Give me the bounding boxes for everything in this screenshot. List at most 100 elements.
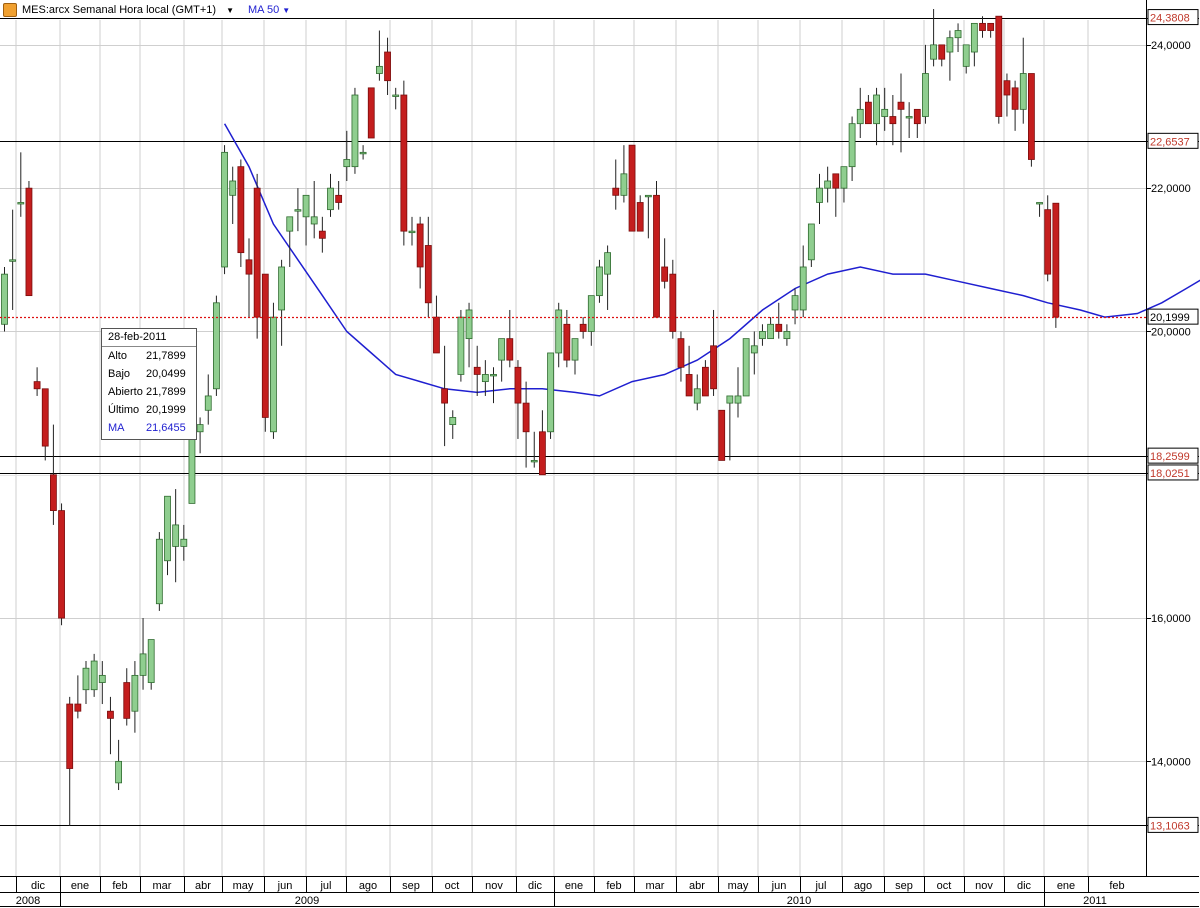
candle-body: [58, 510, 65, 619]
candle: [1011, 80, 1019, 131]
candle-body: [514, 366, 522, 404]
candle-body: [473, 366, 481, 375]
candle: [335, 180, 343, 210]
candle-body: [962, 44, 970, 67]
candle-body: [237, 166, 245, 254]
candle-body: [457, 316, 465, 375]
x-month-label: sep: [402, 880, 420, 892]
level-label: 24,3808: [1150, 13, 1190, 25]
candle-body: [253, 187, 261, 318]
candle: [840, 166, 848, 203]
candle: [221, 145, 228, 275]
candle: [147, 639, 155, 690]
candle: [180, 524, 188, 561]
level-label: 18,2599: [1150, 451, 1190, 463]
candle-body: [343, 159, 351, 168]
candle-body: [930, 44, 937, 60]
candle: [612, 159, 620, 210]
candle: [66, 696, 74, 826]
candle-body: [164, 495, 171, 562]
candle-body: [604, 252, 611, 275]
x-month-label: jun: [771, 880, 787, 892]
candle-body: [278, 266, 286, 311]
candle-body: [261, 273, 269, 418]
candle-body: [987, 22, 995, 31]
candle: [131, 661, 139, 733]
candle-body: [107, 710, 114, 719]
candle: [791, 288, 799, 325]
candle-body: [995, 15, 1003, 117]
candle-body: [946, 37, 954, 53]
candle: [653, 180, 660, 318]
candle-body: [481, 374, 489, 383]
candle-body: [938, 44, 946, 60]
candle-body: [1044, 209, 1052, 275]
candle-body: [596, 266, 603, 297]
candle: [604, 245, 611, 310]
candle: [58, 503, 65, 626]
candle-body: [98, 674, 106, 683]
candle-body: [433, 316, 440, 354]
candle-body: [441, 388, 449, 404]
candle: [783, 324, 791, 346]
candle-body: [212, 302, 220, 390]
candle: [530, 431, 538, 468]
candle: [465, 302, 473, 368]
candle-body: [270, 316, 277, 433]
candle-body: [310, 216, 318, 225]
x-month-label: nov: [975, 880, 993, 892]
candle: [514, 360, 522, 439]
candle: [807, 223, 815, 267]
level-label-box: [1147, 447, 1199, 464]
x-month-label: jul: [814, 880, 826, 892]
candle: [865, 95, 872, 125]
candle: [759, 324, 766, 346]
candle-body: [147, 639, 155, 683]
x-month-label: oct: [937, 880, 952, 892]
candle-body: [465, 309, 473, 340]
candle: [481, 360, 489, 396]
candle-body: [873, 94, 880, 125]
candle-body: [661, 266, 669, 282]
candle-body: [636, 202, 644, 232]
candle: [441, 345, 449, 447]
candle: [750, 331, 758, 375]
ma-indicator-label[interactable]: MA 50: [248, 4, 280, 16]
candle-body: [490, 374, 497, 377]
ma-dropdown-icon[interactable]: ▼: [282, 5, 291, 15]
candle-body: [824, 180, 832, 189]
candle: [384, 37, 391, 96]
candle: [351, 87, 359, 174]
candle-body: [783, 331, 791, 340]
candle-body: [881, 108, 889, 117]
candle-body: [905, 116, 913, 119]
candle: [563, 309, 571, 368]
candle-body: [759, 331, 766, 340]
candle-body: [791, 295, 799, 311]
candle-body: [392, 94, 400, 97]
x-month-label: dic: [31, 880, 46, 892]
candle-body: [702, 366, 709, 397]
candle-body: [1036, 202, 1043, 205]
candle-body: [1052, 202, 1060, 318]
candle-body: [979, 22, 986, 31]
candle-body: [196, 424, 204, 433]
candle-body: [367, 87, 375, 139]
candle-body: [970, 22, 978, 53]
candle: [1052, 202, 1060, 328]
level-label: 22,6537: [1150, 136, 1190, 148]
candle-body: [416, 223, 424, 268]
candle: [50, 424, 57, 525]
x-month-label: ene: [71, 880, 89, 892]
x-month-label: abr: [689, 880, 705, 892]
candle: [636, 195, 644, 232]
candle-body: [555, 309, 563, 354]
candle: [946, 30, 954, 81]
candle: [930, 9, 937, 67]
candle: [962, 44, 970, 74]
candle: [913, 108, 921, 139]
x-month-label: dic: [1017, 880, 1032, 892]
symbol-dropdown-icon[interactable]: ▼: [226, 5, 235, 15]
candle: [392, 87, 400, 110]
level-label: 13,1063: [1150, 820, 1190, 832]
